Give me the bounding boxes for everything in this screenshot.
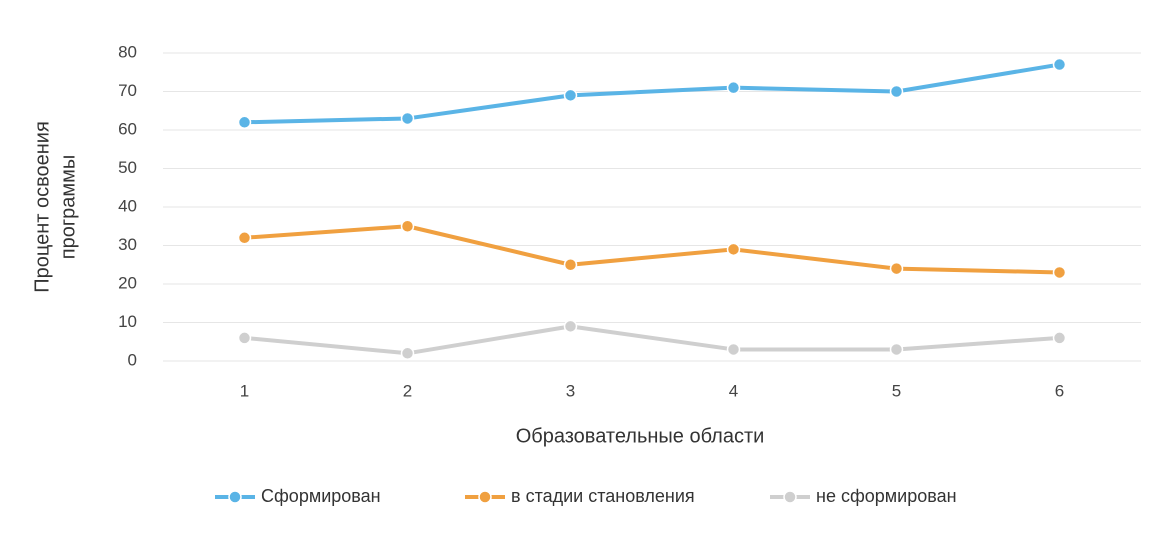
data-point — [726, 80, 741, 95]
series-line — [244, 324, 1060, 356]
series-line — [244, 224, 1060, 275]
x-tick-label: 4 — [729, 381, 738, 400]
y-tick-label: 20 — [118, 273, 137, 292]
x-tick-label: 3 — [566, 381, 575, 400]
x-tick-label: 6 — [1055, 381, 1064, 400]
y-tick-label: 0 — [128, 350, 137, 369]
data-point — [1052, 331, 1067, 345]
y-tick-label: 30 — [118, 235, 137, 254]
data-point — [400, 219, 415, 233]
x-tick-label: 5 — [892, 381, 901, 400]
data-point — [726, 342, 741, 357]
legend-label: в стадии становления — [511, 486, 695, 506]
legend-label: Сформирован — [261, 486, 381, 506]
legend-entry: не сформирован — [770, 486, 957, 506]
y-axis-title-line: программы — [57, 155, 79, 260]
data-point — [400, 111, 415, 126]
y-tick-label: 50 — [118, 158, 137, 177]
legend-label: не сформирован — [816, 486, 957, 506]
data-point — [563, 319, 578, 334]
data-point — [889, 342, 904, 357]
y-axis-title: Процент освоения программы — [31, 121, 79, 293]
legend-entry: в стадии становления — [465, 486, 695, 506]
data-point — [237, 231, 252, 245]
x-axis-title: Образовательные области — [516, 425, 765, 447]
data-point — [889, 84, 904, 99]
data-point — [563, 88, 578, 103]
data-point — [889, 261, 904, 276]
series-line — [244, 62, 1060, 125]
data-point — [563, 258, 578, 272]
legend-marker — [228, 490, 242, 504]
legend-entry: Сформирован — [215, 486, 381, 506]
y-tick-label: 40 — [118, 196, 137, 215]
data-point — [726, 242, 741, 257]
legend-marker — [783, 490, 797, 504]
legend-marker — [478, 490, 492, 504]
x-tick-label: 1 — [240, 381, 249, 400]
y-tick-label: 60 — [118, 119, 137, 138]
data-point — [237, 331, 252, 345]
data-point — [237, 115, 252, 130]
data-point — [1052, 57, 1067, 72]
data-point — [1052, 265, 1067, 280]
y-tick-label: 80 — [118, 42, 137, 61]
y-axis-title-line: Процент освоения — [31, 121, 53, 293]
y-tick-label: 70 — [118, 81, 137, 100]
x-tick-label: 2 — [403, 381, 412, 400]
y-tick-label: 10 — [118, 312, 137, 331]
data-point — [400, 346, 415, 361]
